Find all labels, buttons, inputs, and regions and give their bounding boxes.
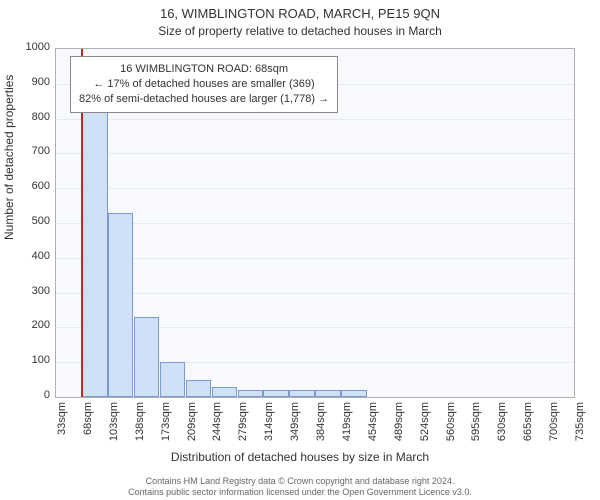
y-tick-label: 300 [18, 285, 50, 297]
x-tick-label: 173sqm [160, 402, 172, 452]
x-tick-label: 138sqm [134, 402, 146, 452]
y-tick-label: 600 [18, 180, 50, 192]
x-tick-label: 279sqm [237, 402, 249, 452]
gridline [56, 188, 574, 189]
gridline [56, 223, 574, 224]
bar [134, 317, 159, 397]
x-tick-label: 33sqm [56, 402, 68, 452]
x-tick-label: 560sqm [445, 402, 457, 452]
x-tick-label: 735sqm [574, 402, 586, 452]
annotation-line-2: ← 17% of detached houses are smaller (36… [79, 77, 329, 92]
annotation-box: 16 WIMBLINGTON ROAD: 68sqm ← 17% of deta… [70, 56, 338, 113]
x-tick-label: 595sqm [470, 402, 482, 452]
gridline [56, 258, 574, 259]
y-tick-label: 100 [18, 354, 50, 366]
y-tick-label: 200 [18, 319, 50, 331]
x-tick-label: 314sqm [263, 402, 275, 452]
x-tick-label: 454sqm [367, 402, 379, 452]
y-tick-label: 800 [18, 111, 50, 123]
y-tick-label: 400 [18, 250, 50, 262]
bar [186, 380, 211, 397]
gridline [56, 153, 574, 154]
chart-title: 16, WIMBLINGTON ROAD, MARCH, PE15 9QN [0, 6, 600, 21]
x-tick-label: 665sqm [522, 402, 534, 452]
attribution-footer: Contains HM Land Registry data © Crown c… [0, 476, 600, 499]
annotation-line-1: 16 WIMBLINGTON ROAD: 68sqm [79, 62, 329, 77]
y-axis-label: Number of detached properties [2, 75, 16, 240]
chart-subtitle: Size of property relative to detached ho… [0, 24, 600, 38]
gridline [56, 119, 574, 120]
x-tick-label: 630sqm [496, 402, 508, 452]
x-tick-label: 384sqm [315, 402, 327, 452]
bar [108, 213, 133, 397]
y-tick-label: 500 [18, 215, 50, 227]
y-tick-label: 900 [18, 76, 50, 88]
bar [212, 387, 237, 397]
x-tick-label: 103sqm [108, 402, 120, 452]
x-tick-label: 524sqm [419, 402, 431, 452]
annotation-line-3: 82% of semi-detached houses are larger (… [79, 92, 329, 107]
x-tick-label: 244sqm [211, 402, 223, 452]
y-tick-label: 1000 [18, 41, 50, 53]
x-axis-label: Distribution of detached houses by size … [0, 450, 600, 464]
footer-line-1: Contains HM Land Registry data © Crown c… [0, 476, 600, 487]
x-tick-label: 700sqm [548, 402, 560, 452]
bar [315, 390, 340, 397]
x-tick-label: 419sqm [341, 402, 353, 452]
bar [289, 390, 314, 397]
x-tick-label: 349sqm [289, 402, 301, 452]
bar [341, 390, 366, 397]
bar [160, 362, 185, 397]
bar [82, 108, 107, 397]
bar [263, 390, 288, 397]
bar [238, 390, 263, 397]
x-tick-label: 209sqm [186, 402, 198, 452]
gridline [56, 293, 574, 294]
x-tick-label: 489sqm [393, 402, 405, 452]
footer-line-2: Contains public sector information licen… [0, 487, 600, 498]
y-tick-label: 700 [18, 145, 50, 157]
y-tick-label: 0 [18, 389, 50, 401]
x-tick-label: 68sqm [82, 402, 94, 452]
chart-container: 16, WIMBLINGTON ROAD, MARCH, PE15 9QN Si… [0, 0, 600, 500]
